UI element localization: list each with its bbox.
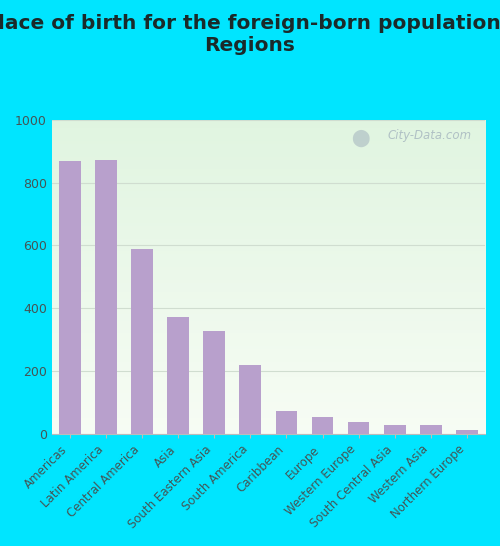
- Bar: [276, 411, 297, 434]
- Bar: [312, 417, 334, 434]
- Bar: [384, 424, 406, 434]
- Bar: [95, 160, 116, 434]
- Bar: [131, 248, 153, 434]
- Text: ⬤: ⬤: [352, 129, 370, 147]
- Bar: [168, 317, 189, 434]
- Bar: [420, 425, 442, 434]
- Bar: [240, 365, 261, 434]
- Bar: [456, 430, 478, 434]
- Bar: [204, 331, 225, 434]
- Text: Place of birth for the foreign-born population -
Regions: Place of birth for the foreign-born popu…: [0, 14, 500, 55]
- Bar: [59, 161, 80, 434]
- Bar: [348, 422, 370, 434]
- Text: City-Data.com: City-Data.com: [388, 129, 472, 142]
